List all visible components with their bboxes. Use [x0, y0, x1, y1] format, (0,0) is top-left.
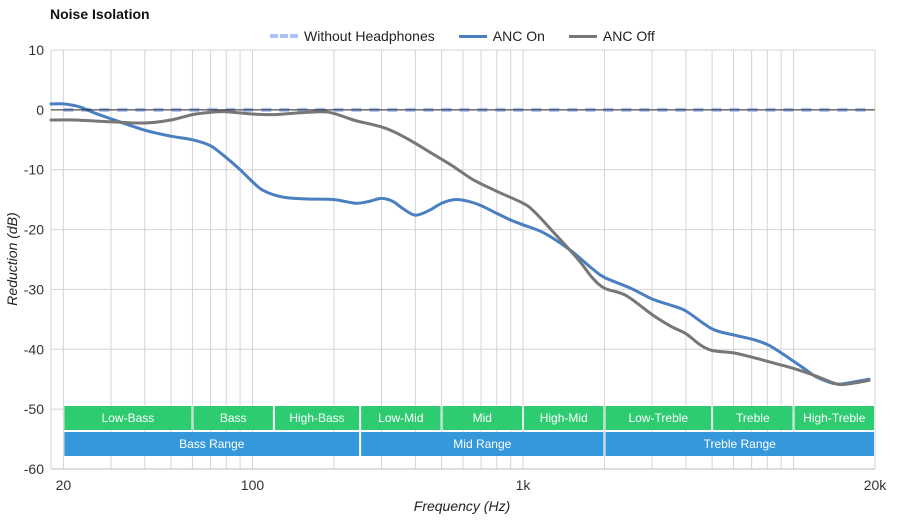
series-line-anc-on: [49, 102, 871, 386]
band-high-treble: [794, 406, 874, 430]
band-label: Low-Bass: [102, 411, 155, 425]
band-label: High-Bass: [289, 411, 344, 425]
band-high-mid: [524, 406, 604, 430]
band-bass-range: [64, 432, 360, 456]
legend-swatch-without-headphones: [270, 34, 298, 38]
legend-label-anc-off: ANC Off: [602, 28, 655, 44]
x-tick-label: 100: [241, 477, 265, 493]
legend-item-anc-on[interactable]: ANC On: [458, 28, 545, 44]
band-low-treble: [605, 406, 712, 430]
x-tick-label: 20k: [864, 477, 888, 493]
band-label: Bass Range: [179, 437, 245, 451]
band-label: Mid: [473, 411, 492, 425]
band-low-mid: [361, 406, 441, 430]
legend-item-without-headphones[interactable]: Without Headphones: [270, 28, 435, 44]
x-axis-title: Frequency (Hz): [414, 498, 510, 514]
x-tick-label: 1k: [516, 477, 532, 493]
legend-item-anc-off[interactable]: ANC Off: [568, 28, 655, 44]
legend-label-without-headphones: Without Headphones: [304, 28, 435, 44]
series-line-anc-off: [49, 110, 871, 387]
band-label: High-Mid: [540, 411, 588, 425]
y-tick-label: 0: [36, 102, 44, 118]
series-layer: [49, 102, 871, 387]
y-tick-label: -50: [24, 401, 44, 417]
legend: Without Headphones ANC On ANC Off: [270, 27, 655, 45]
y-tick-label: 10: [28, 42, 44, 58]
legend-swatch-anc-off: [568, 34, 597, 38]
band-low-bass: [64, 406, 192, 430]
band-high-bass: [274, 406, 360, 430]
y-axis-title: Reduction (dB): [4, 212, 20, 305]
band-mid: [442, 406, 523, 430]
band-label: Bass: [220, 411, 247, 425]
band-label: Treble Range: [704, 437, 777, 451]
y-tick-label: -20: [24, 222, 44, 238]
band-treble: [713, 406, 793, 430]
x-tick-label: 20: [56, 477, 72, 493]
band-label: Low-Mid: [378, 411, 423, 425]
band-bass: [193, 406, 273, 430]
band-label: Treble: [736, 411, 770, 425]
y-tick-label: -10: [24, 162, 44, 178]
legend-label-anc-on: ANC On: [492, 28, 545, 44]
y-tick-label: -30: [24, 281, 44, 297]
chart-title: Noise Isolation: [50, 6, 150, 22]
y-tick-label: -40: [24, 341, 44, 357]
band-mid-range: [361, 432, 604, 456]
y-tick-label: -60: [24, 461, 44, 477]
band-label: High-Treble: [803, 411, 866, 425]
band-treble-range: [605, 432, 874, 456]
band-label: Low-Treble: [629, 411, 689, 425]
legend-swatch-anc-on: [458, 34, 487, 38]
band-label: Mid Range: [453, 437, 511, 451]
band-layer: Low-Bass Bass High-Bass Low-Mid Mid High-Mid L…: [64, 406, 874, 456]
